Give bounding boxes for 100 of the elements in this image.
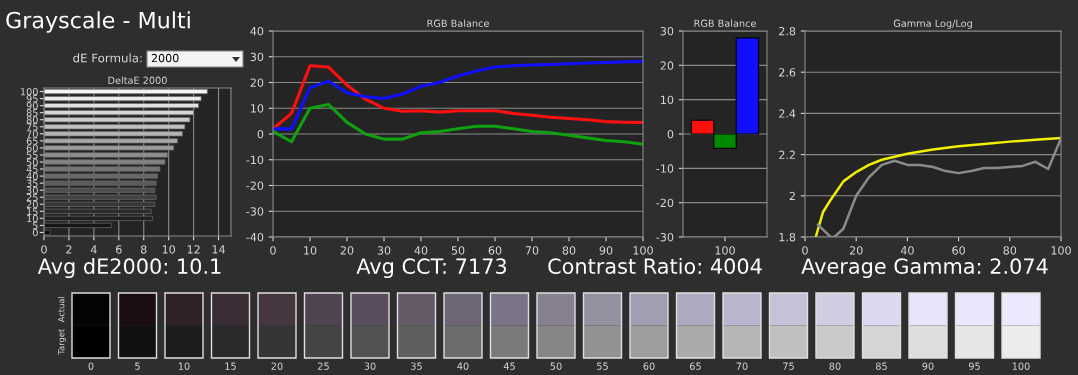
x-tick-label: 100 (633, 246, 653, 255)
y-tick-label: 10 (661, 95, 674, 105)
x-tick-label: 25 (318, 362, 329, 370)
x-tick-label: 10 (162, 245, 175, 254)
y-tick-label: 10 (27, 214, 38, 223)
x-tick-label: 5 (135, 362, 140, 370)
chart-title: DeltaE 2000 (108, 76, 167, 84)
y-tick-label: 1.8 (779, 232, 796, 242)
x-tick-label: 90 (922, 362, 934, 370)
y-tick-label: 30 (660, 26, 674, 36)
x-tick-label: 20 (849, 246, 863, 255)
y-tick-label: 95 (26, 95, 38, 103)
y-tick-label: 2 (789, 191, 795, 201)
x-tick-label: 85 (875, 362, 887, 370)
y-tick-label: 70 (26, 130, 38, 138)
bar (44, 229, 51, 236)
x-tick-label: 60 (643, 362, 655, 370)
x-tick-label: 10 (178, 362, 190, 370)
y-tick-label: 75 (26, 123, 38, 131)
y-tick-label: 35 (26, 179, 38, 187)
bar (44, 96, 202, 102)
y-tick-label: 20 (660, 61, 674, 70)
y-tick-label: 0 (32, 228, 38, 237)
x-tick-label: 55 (597, 362, 608, 370)
chart-title: Gamma Log/Log (893, 19, 972, 29)
x-tick-label: 20 (340, 246, 354, 255)
x-tick-label: 95 (968, 362, 980, 370)
x-tick-label: 90 (599, 246, 613, 255)
y-tick-label: 55 (26, 151, 38, 159)
x-tick-label: 30 (364, 362, 376, 370)
y-tick-label: 25 (26, 193, 38, 202)
y-tick-label: 90 (26, 102, 38, 110)
text: dE Formula: (73, 53, 142, 63)
text: 2000 (151, 53, 179, 63)
text: Avg CCT: 7173 (356, 258, 507, 279)
x-tick-label: 50 (550, 362, 562, 370)
y-tick-label: -30 (246, 207, 264, 216)
x-tick-label: 8 (140, 245, 147, 254)
x-tick-label: 12 (187, 245, 200, 254)
y-tick-label: Actual (57, 296, 65, 323)
y-tick-label: 85 (26, 109, 38, 117)
y-tick-label: 2.8 (779, 26, 796, 36)
y-tick-label: -40 (246, 232, 264, 242)
x-tick-label: 40 (414, 246, 428, 255)
y-tick-label: -20 (246, 181, 264, 190)
y-tick-label: 40 (250, 26, 264, 36)
y-tick-label: 5 (33, 222, 38, 230)
x-tick-label: 10 (304, 246, 317, 255)
y-tick-label: 45 (26, 165, 38, 173)
x-tick-label: 70 (525, 246, 539, 255)
x-tick-label: 30 (377, 246, 391, 255)
y-tick-label: 0 (257, 129, 264, 139)
x-tick-label: 50 (451, 246, 465, 255)
y-tick-label: 30 (26, 186, 38, 195)
y-tick-label: 100 (20, 88, 38, 96)
y-tick-label: 10 (251, 104, 264, 113)
text: Contrast Ratio: 4004 (548, 257, 762, 275)
y-tick-label: 2.4 (779, 109, 796, 118)
x-tick-label: 4 (90, 245, 97, 254)
line-series (273, 102, 643, 146)
x-tick-label: 65 (689, 362, 701, 370)
bar (44, 103, 199, 109)
x-tick-label: 2 (66, 245, 72, 254)
x-tick-label: 60 (488, 246, 502, 255)
y-tick-label: -10 (656, 164, 674, 173)
x-tick-label: 0 (41, 245, 47, 254)
x-tick-label: 60 (952, 246, 965, 255)
chart-title: RGB Balance (694, 19, 756, 27)
y-tick-label: 20 (250, 78, 264, 87)
x-tick-label: 6 (116, 245, 122, 254)
y-tick-label: 30 (250, 52, 264, 62)
y-tick-label: 2.2 (779, 150, 795, 159)
chart-title: RGB Balance (427, 19, 489, 27)
x-tick-label: 45 (503, 362, 515, 370)
x-tick-label: 35 (411, 362, 422, 370)
x-tick-label: 80 (562, 246, 576, 255)
y-tick-label: 40 (26, 172, 38, 180)
x-tick-label: 14 (212, 245, 225, 254)
x-tick-label: 20 (271, 362, 283, 370)
y-tick-label: -20 (656, 198, 674, 208)
y-tick-label: 0 (667, 129, 674, 139)
y-tick-label: Target (58, 329, 67, 355)
x-tick-label: 100 (1012, 362, 1030, 370)
y-tick-label: 60 (26, 144, 38, 152)
x-tick-label: 70 (736, 362, 748, 370)
x-tick-label: 40 (900, 246, 914, 255)
x-tick-label: 0 (88, 362, 94, 370)
x-tick-label: 80 (1003, 246, 1017, 255)
x-tick-label: 100 (715, 246, 735, 255)
bar (44, 88, 208, 95)
x-tick-label: 0 (802, 246, 808, 255)
y-tick-label: 65 (26, 137, 38, 145)
y-tick-label: 20 (26, 200, 38, 209)
x-tick-label: 80 (829, 362, 841, 370)
x-tick-label: 100 (1051, 246, 1071, 255)
x-tick-label: 0 (270, 246, 276, 255)
y-tick-label: 2.6 (779, 68, 796, 77)
y-tick-label: -30 (656, 232, 674, 242)
bar (44, 222, 112, 228)
text: Average Gamma: 2.074 (801, 258, 1048, 279)
